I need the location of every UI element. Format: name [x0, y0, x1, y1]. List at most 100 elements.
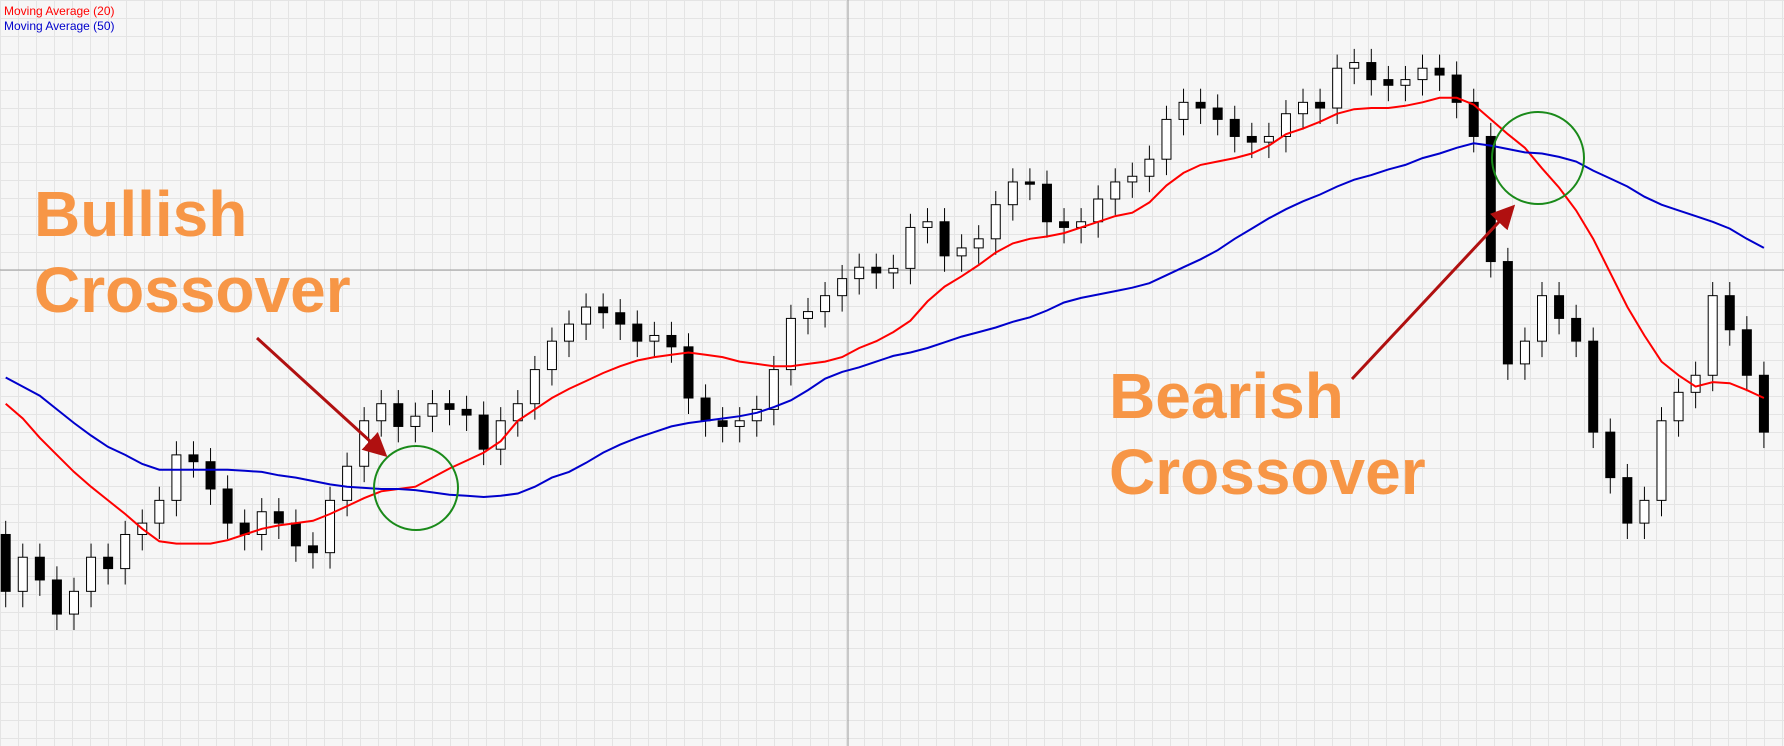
candle-body [734, 420, 745, 427]
candle-body [103, 556, 114, 570]
candle-body [410, 415, 421, 427]
candle-body [51, 579, 62, 615]
candle-body [1656, 420, 1667, 501]
candle-body [1059, 221, 1070, 228]
candle-body [1434, 67, 1445, 76]
candle-body [17, 556, 28, 592]
candle-body [1724, 295, 1735, 331]
candle-body [956, 247, 967, 257]
candle-body [1741, 329, 1752, 376]
candle-body [1639, 499, 1650, 524]
annotation: Bullish Crossover [34, 178, 351, 326]
candle-body [1519, 340, 1530, 365]
candle-body [86, 556, 97, 592]
candle-body [1673, 391, 1684, 422]
candle-body [120, 533, 131, 570]
candle-body [973, 238, 984, 249]
candle-body [34, 556, 45, 581]
candle-body [376, 403, 387, 422]
candle-body [1178, 101, 1189, 120]
candle-body [717, 420, 728, 427]
candle-body [1093, 198, 1104, 223]
candle-body [871, 266, 882, 274]
candle-body [1298, 101, 1309, 115]
candle-body [359, 420, 370, 467]
moving-averages [5, 96, 1765, 545]
bullish-circle [373, 445, 459, 531]
candle-body [905, 226, 916, 269]
candle-body [307, 545, 318, 554]
candle-body [888, 267, 899, 274]
candle-body [273, 511, 284, 524]
candle-body [529, 369, 540, 405]
candle-body [820, 295, 831, 313]
candle-body [1588, 340, 1599, 433]
candle-body [188, 454, 199, 463]
candle-body [1485, 135, 1496, 263]
candle-body [427, 403, 438, 417]
candle-body [256, 511, 267, 535]
candle-body [802, 311, 813, 319]
candle-body [1212, 107, 1223, 120]
candle-body [837, 278, 848, 297]
candle-body [1110, 181, 1121, 200]
candle-body [1280, 113, 1291, 137]
candle-body [1161, 118, 1172, 160]
candle-body [1349, 62, 1360, 69]
candle-body [785, 317, 796, 371]
candle-body [1400, 79, 1411, 86]
candle-body [1571, 317, 1582, 342]
candle-body [1758, 374, 1769, 433]
candle-body [1024, 181, 1035, 185]
candle-body [854, 266, 865, 280]
candle-body [0, 533, 11, 592]
candle-body [222, 488, 233, 524]
candle-body [393, 403, 404, 427]
candle-body [1605, 431, 1616, 479]
moving-average-line [5, 142, 1765, 499]
legend-entry: Moving Average (20) [4, 4, 115, 18]
candle-body [768, 369, 779, 410]
candle-body [922, 221, 933, 228]
candles [0, 48, 1769, 631]
candle-body [1707, 295, 1718, 376]
candle-body [649, 334, 660, 342]
legend-entry: Moving Average (50) [4, 19, 115, 33]
candle-body [1229, 118, 1240, 137]
candle-body [1468, 101, 1479, 137]
candle-body [598, 306, 609, 314]
candle-body [1195, 101, 1206, 109]
candle-body [683, 346, 694, 399]
candle-body [1417, 67, 1428, 81]
candle-body [68, 590, 79, 615]
candle-body [1537, 295, 1547, 342]
candle-body [1127, 175, 1138, 183]
candle-body [990, 204, 1001, 240]
bearish-arrow [1350, 204, 1516, 381]
candle-body [666, 334, 677, 348]
candle-body [495, 420, 506, 450]
candle-body [290, 522, 301, 547]
candle-body [564, 323, 575, 342]
candle-body [1383, 79, 1394, 86]
candle-body [171, 454, 182, 501]
candle-body [478, 414, 489, 450]
candle-body [1622, 477, 1633, 524]
candle-body [1246, 135, 1257, 143]
candle-body [444, 403, 455, 410]
candle-body [1007, 181, 1018, 206]
candle-body [1502, 261, 1513, 365]
candle-body [1041, 183, 1052, 223]
candle-body [1315, 101, 1326, 109]
candle-body [581, 306, 592, 325]
candle-body [1366, 62, 1377, 81]
bearish-circle [1491, 111, 1585, 205]
bullish-arrow [255, 336, 388, 458]
annotation: Bearish Crossover [1109, 360, 1426, 508]
candle-body [1332, 67, 1343, 109]
candle-body [700, 397, 711, 422]
candle-body [1554, 295, 1565, 319]
candle-body [615, 312, 626, 325]
